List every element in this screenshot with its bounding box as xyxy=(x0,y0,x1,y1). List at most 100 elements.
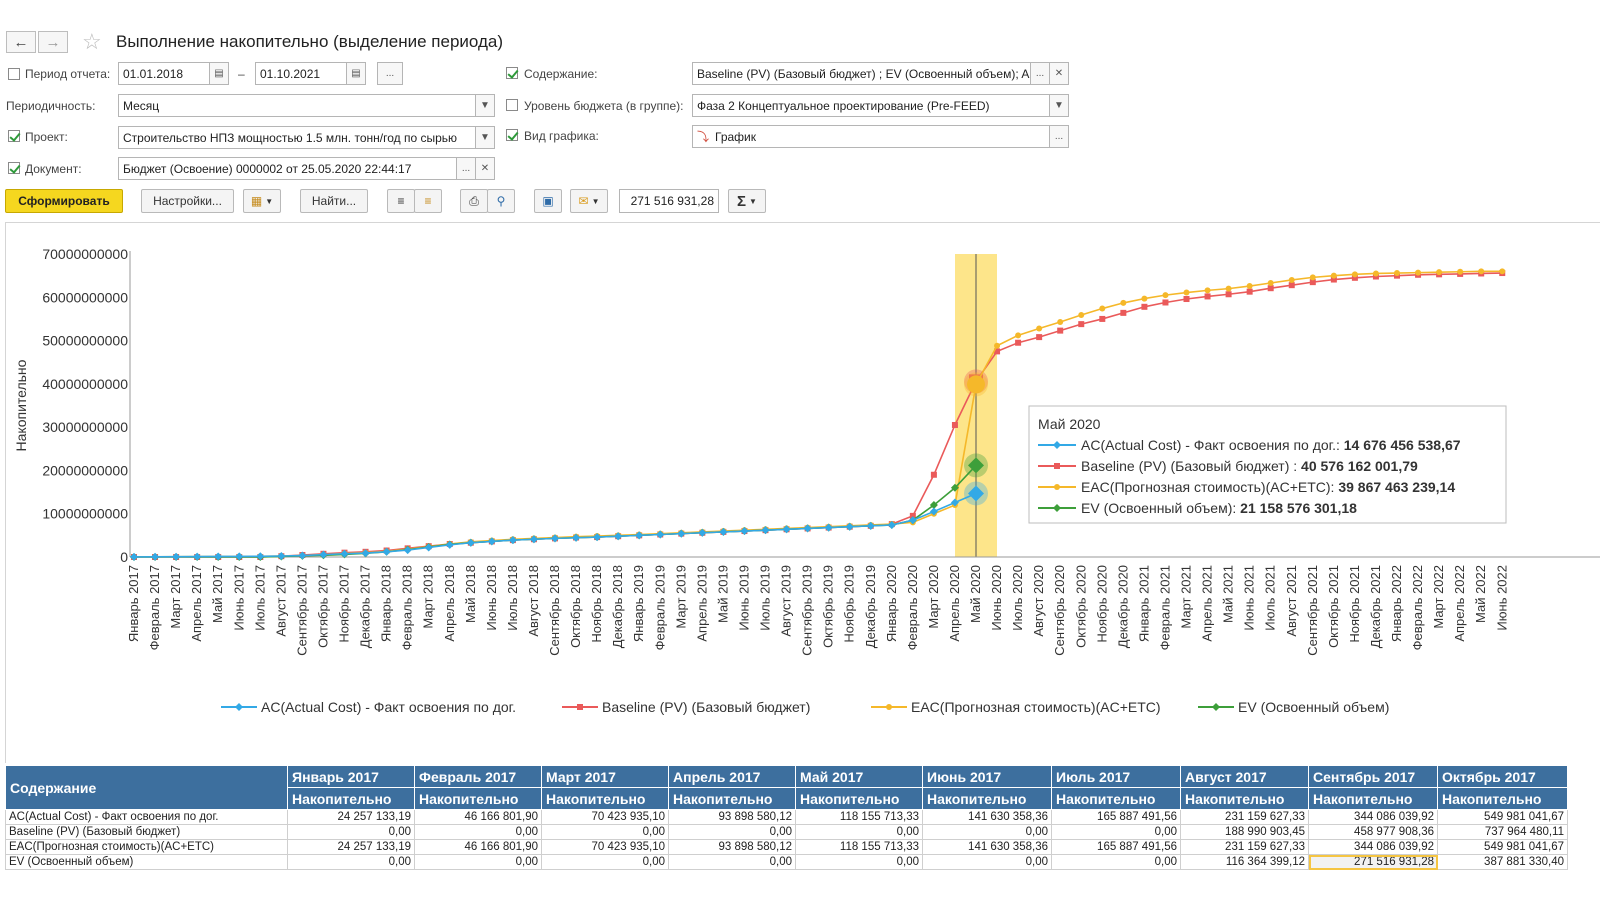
document-select-button[interactable]: ... xyxy=(456,157,476,180)
table-cell[interactable]: 0,00 xyxy=(668,854,796,870)
data-point xyxy=(930,471,937,478)
x-tick-label: Февраль 2019 xyxy=(652,565,667,650)
table-cell[interactable]: 271 516 931,28 xyxy=(1308,854,1438,870)
table-cell[interactable]: 93 898 580,12 xyxy=(668,809,796,825)
chart-type-select-button[interactable]: ... xyxy=(1049,125,1069,148)
table-cell[interactable]: 231 159 627,33 xyxy=(1180,809,1309,825)
period-to-field[interactable]: 01.10.2021 xyxy=(255,62,347,85)
table-cell[interactable]: 118 155 713,33 xyxy=(795,839,923,855)
table-cell[interactable]: 46 166 801,90 xyxy=(414,839,542,855)
content-checkbox[interactable] xyxy=(506,67,518,79)
data-point xyxy=(994,348,1001,355)
document-clear-button[interactable]: ✕ xyxy=(475,157,495,180)
table-cell[interactable]: 165 887 491,56 xyxy=(1051,809,1181,825)
data-point xyxy=(656,530,665,539)
tooltip-marker xyxy=(1054,463,1060,469)
period-from-field[interactable]: 01.01.2018 xyxy=(118,62,210,85)
calendar-from-button[interactable]: ▤ xyxy=(209,62,229,85)
data-point xyxy=(929,507,938,516)
table-cell[interactable]: 0,00 xyxy=(414,824,542,840)
data-point xyxy=(1183,289,1190,296)
periodicity-dropdown[interactable]: ▼ xyxy=(475,94,495,117)
back-button[interactable]: ← xyxy=(6,31,36,53)
expand-groups-button[interactable]: ≡ xyxy=(414,189,442,213)
table-cell[interactable]: 70 423 935,10 xyxy=(541,809,669,825)
table-cell[interactable]: 141 630 358,36 xyxy=(922,839,1052,855)
find-button[interactable]: Найти... xyxy=(300,189,368,213)
table-cell[interactable]: 0,00 xyxy=(541,854,669,870)
save-button[interactable]: ▣ xyxy=(534,189,562,213)
table-cell[interactable]: 0,00 xyxy=(414,854,542,870)
project-dropdown[interactable]: ▼ xyxy=(475,126,495,149)
print-preview-button[interactable]: ⚲ xyxy=(487,189,515,213)
table-cell[interactable]: 165 887 491,56 xyxy=(1051,839,1181,855)
period-checkbox[interactable] xyxy=(8,68,20,80)
generate-button[interactable]: Сформировать xyxy=(5,189,123,213)
table-cell[interactable]: 231 159 627,33 xyxy=(1180,839,1309,855)
document-checkbox[interactable] xyxy=(8,162,20,174)
collapse-groups-button[interactable]: ≡ xyxy=(387,189,415,213)
content-clear-button[interactable]: ✕ xyxy=(1049,62,1069,85)
chart-type-checkbox[interactable] xyxy=(506,129,518,141)
table-row[interactable]: AC(Actual Cost) - Факт освоения по дог. 2… xyxy=(5,809,1568,825)
data-point xyxy=(845,522,854,531)
table-row[interactable]: EAC(Прогнозная стоимость)(AC+ETC) 24 257 … xyxy=(5,839,1568,855)
chevron-down-icon: ▼ xyxy=(480,100,490,111)
table-cell[interactable]: 0,00 xyxy=(922,824,1052,840)
content-field[interactable]: Baseline (PV) (Базовый бюджет) ; EV (Осв… xyxy=(692,62,1031,85)
table-cell[interactable]: 0,00 xyxy=(668,824,796,840)
budget-level-checkbox[interactable] xyxy=(506,99,518,111)
table-cell[interactable]: 737 964 480,11 xyxy=(1437,824,1568,840)
table-cell[interactable]: 46 166 801,90 xyxy=(414,809,542,825)
table-cell[interactable]: 93 898 580,12 xyxy=(668,839,796,855)
table-cell[interactable]: 344 086 039,92 xyxy=(1308,809,1438,825)
table-cell[interactable]: 0,00 xyxy=(287,854,415,870)
table-cell[interactable]: 70 423 935,10 xyxy=(541,839,669,855)
chart-type-field[interactable]: График xyxy=(692,125,1050,148)
tooltip-marker xyxy=(1053,504,1061,512)
content-select-button[interactable]: ... xyxy=(1030,62,1050,85)
document-field[interactable]: Бюджет (Освоение) 0000002 от 25.05.2020 … xyxy=(118,157,457,180)
table-cell[interactable]: 344 086 039,92 xyxy=(1308,839,1438,855)
project-field[interactable]: Строительство НПЗ мощностью 1.5 млн. тон… xyxy=(118,126,476,149)
print-button[interactable]: ⎙ xyxy=(460,189,488,213)
data-point xyxy=(698,528,707,537)
table-cell[interactable]: 116 364 399,12 xyxy=(1180,854,1309,870)
table-cell[interactable]: 549 981 041,67 xyxy=(1437,809,1568,825)
period-select-button[interactable]: ... xyxy=(377,62,403,85)
table-cell[interactable]: 0,00 xyxy=(922,854,1052,870)
table-row[interactable]: Baseline (PV) (Базовый бюджет) 0,00 0,00 0,… xyxy=(5,824,1568,840)
project-checkbox[interactable] xyxy=(8,130,20,142)
table-cell[interactable]: 0,00 xyxy=(1051,824,1181,840)
x-tick-label: Ноябрь 2020 xyxy=(1094,565,1109,643)
arrow-left-icon: ← xyxy=(13,33,29,51)
calendar-to-button[interactable]: ▤ xyxy=(346,62,366,85)
sum-function-button[interactable]: Σ ▼ xyxy=(728,189,766,213)
data-point xyxy=(424,543,433,552)
settings-button[interactable]: Настройки... xyxy=(141,189,234,213)
table-cell[interactable]: 141 630 358,36 xyxy=(922,809,1052,825)
table-cell[interactable]: 458 977 908,36 xyxy=(1308,824,1438,840)
table-cell[interactable]: 24 257 133,19 xyxy=(287,839,415,855)
report-variant-icon: ▦ xyxy=(250,194,263,208)
table-cell[interactable]: 188 990 903,45 xyxy=(1180,824,1309,840)
table-cell[interactable]: 549 981 041,67 xyxy=(1437,839,1568,855)
budget-level-dropdown[interactable]: ▼ xyxy=(1049,94,1069,117)
favorite-star-icon[interactable]: ☆ xyxy=(82,29,102,54)
table-cell[interactable]: 0,00 xyxy=(795,824,923,840)
period-label: Период отчета: xyxy=(25,67,111,81)
table-cell[interactable]: 24 257 133,19 xyxy=(287,809,415,825)
table-cell[interactable]: 0,00 xyxy=(541,824,669,840)
variants-button[interactable]: ▦ ▼ xyxy=(243,189,281,213)
table-cell[interactable]: 118 155 713,33 xyxy=(795,809,923,825)
forward-button[interactable]: → xyxy=(38,31,68,53)
periodicity-field[interactable]: Месяц xyxy=(118,94,476,117)
table-row[interactable]: EV (Освоенный объем) 0,00 0,00 0,00 0,00 0,00… xyxy=(5,854,1568,870)
data-point xyxy=(1225,285,1232,292)
table-cell[interactable]: 0,00 xyxy=(1051,854,1181,870)
table-cell[interactable]: 0,00 xyxy=(795,854,923,870)
send-email-button[interactable]: ✉ ▼ xyxy=(570,189,608,213)
table-cell[interactable]: 387 881 330,40 xyxy=(1437,854,1568,870)
budget-level-field[interactable]: Фаза 2 Концептуальное проектирование (Pr… xyxy=(692,94,1050,117)
table-cell[interactable]: 0,00 xyxy=(287,824,415,840)
